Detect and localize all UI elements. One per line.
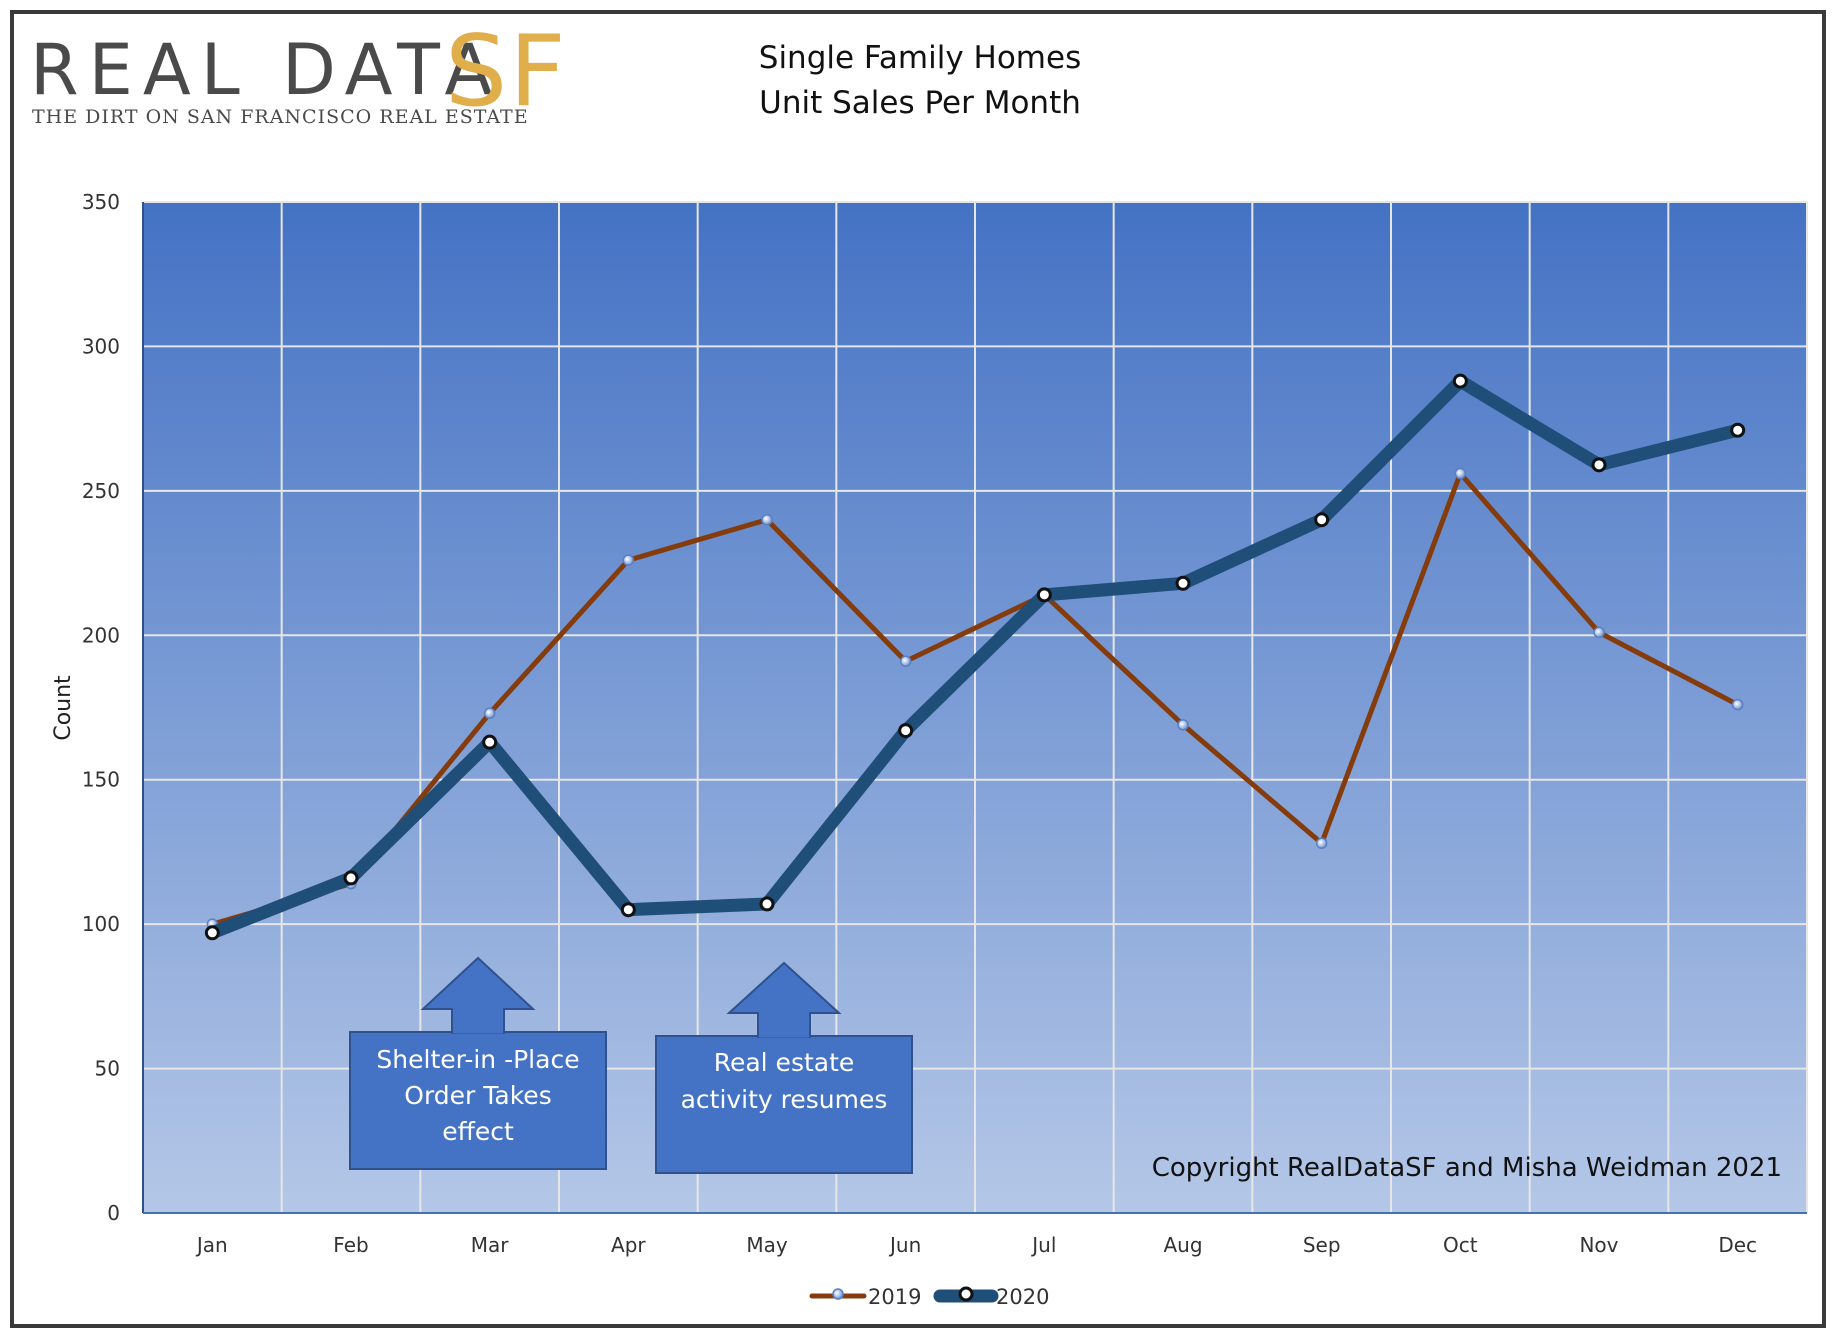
y-axis-label: Count — [51, 675, 76, 741]
callouts: Shelter-in -Place Order Takes effect Real e… — [349, 956, 913, 1174]
chart-title-line-2: Unit Sales Per Month — [759, 85, 1081, 121]
series-2019-point — [1177, 719, 1189, 731]
y-tick-label: 50 — [95, 1057, 120, 1081]
y-tick-label: 0 — [107, 1201, 120, 1225]
logo-wordmark: REAL DATA — [30, 29, 503, 111]
series-2019-line — [209, 471, 1741, 927]
x-tick-label: Feb — [333, 1233, 368, 1257]
series-2019-point — [1731, 698, 1744, 711]
legend: 2019 2020 — [809, 1285, 1049, 1309]
series-2020-point — [343, 870, 359, 886]
shelter-in-place-callout-box — [349, 1031, 607, 1170]
x-tick-label: Jan — [195, 1233, 228, 1257]
shelter-in-place-callout-text: Shelter-in -Place — [376, 1045, 579, 1074]
legend-label-2019: 2019 — [868, 1285, 921, 1309]
x-tick-label: Jun — [888, 1233, 921, 1257]
legend-marker-2020 — [958, 1286, 974, 1302]
series-2020-point — [204, 925, 220, 941]
x-tick-label: Mar — [471, 1233, 510, 1257]
series-2019-point — [761, 513, 773, 526]
y-tick-label: 150 — [82, 768, 120, 792]
activity-resumes-callout-arrow — [726, 961, 842, 1038]
series-2019-point — [1315, 837, 1328, 850]
copyright-note: Copyright RealDataSF and Misha Weidman 2… — [1152, 1153, 1782, 1183]
series-2020-point — [482, 734, 498, 750]
y-tick-label: 100 — [82, 912, 120, 936]
x-tick-label: Jul — [1030, 1233, 1056, 1257]
x-tick-label: Oct — [1443, 1233, 1478, 1257]
realdatasf-logo: REAL DATA SF THE DIRT ON SAN FRANCISCO R… — [30, 22, 590, 130]
series-2019-point — [622, 554, 635, 566]
series-2019-point — [483, 707, 496, 720]
series-2020-point — [759, 896, 775, 912]
shelter-in-place-callout-text: Order Takes — [404, 1081, 551, 1110]
series-2020-point — [620, 902, 636, 918]
series-2020-point — [898, 723, 914, 739]
series-2020-point — [1036, 587, 1052, 603]
series-2020-point — [1591, 457, 1607, 473]
shelter-in-place-callout-text: effect — [442, 1117, 514, 1146]
logo-tagline: THE DIRT ON SAN FRANCISCO REAL ESTATE — [32, 106, 529, 128]
series-2020-point — [1452, 373, 1468, 389]
series-2020-point — [1314, 512, 1330, 528]
series-2020-point — [1175, 575, 1191, 591]
x-tick-label: Apr — [611, 1233, 646, 1257]
logo-sf-mark: SF — [445, 15, 568, 129]
series-2019-point — [1593, 626, 1605, 639]
legend-marker-2019 — [832, 1288, 844, 1300]
y-tick-label: 300 — [82, 334, 120, 358]
axes: 0 50 100 150 200 250 300 350 Jan Feb Mar Apr May Jun J… — [82, 190, 1807, 1257]
series-lines — [204, 373, 1746, 941]
series-2019-point — [1454, 467, 1467, 480]
legend-label-2020: 2020 — [996, 1285, 1049, 1309]
chart-title-line-1: Single Family Homes — [758, 40, 1082, 76]
activity-resumes-callout-text: Real estate — [714, 1048, 855, 1077]
x-tick-label: May — [746, 1233, 788, 1257]
x-tick-label: Dec — [1718, 1233, 1757, 1257]
chart-title: Single Family Homes Unit Sales Per Month — [700, 36, 1140, 126]
series-2020-point — [1730, 422, 1746, 438]
activity-resumes-callout-box — [655, 1035, 913, 1174]
activity-resumes-callout-text: activity resumes — [681, 1085, 888, 1114]
y-tick-label: 200 — [82, 623, 120, 647]
series-2019-point — [899, 655, 912, 668]
series-2020-line — [205, 374, 1745, 940]
y-tick-label: 350 — [82, 190, 120, 214]
x-tick-label: Aug — [1163, 1233, 1202, 1257]
x-tick-label: Nov — [1579, 1233, 1618, 1257]
y-tick-label: 250 — [82, 479, 120, 503]
x-tick-label: Sep — [1303, 1233, 1341, 1257]
shelter-in-place-callout-arrow — [420, 956, 536, 1034]
